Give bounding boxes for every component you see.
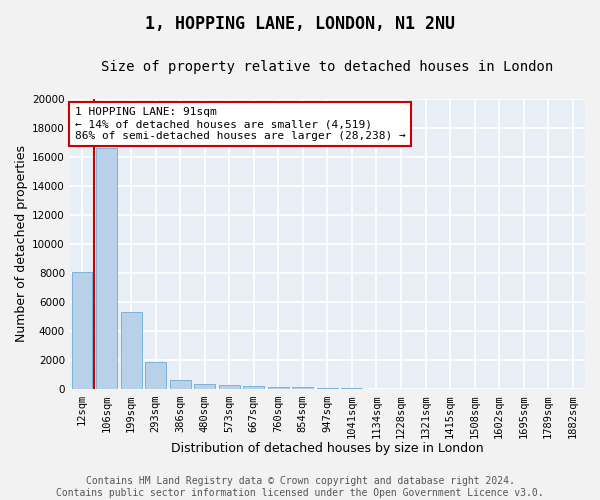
Bar: [244, 386, 264, 389]
Bar: [145, 362, 166, 389]
Bar: [219, 385, 239, 389]
Bar: [194, 384, 215, 389]
Bar: [366, 388, 387, 389]
Bar: [121, 312, 142, 389]
Bar: [268, 387, 289, 389]
Bar: [71, 272, 92, 389]
Bar: [391, 388, 412, 389]
Text: 1 HOPPING LANE: 91sqm
← 14% of detached houses are smaller (4,519)
86% of semi-d: 1 HOPPING LANE: 91sqm ← 14% of detached …: [75, 108, 406, 140]
Text: Contains HM Land Registry data © Crown copyright and database right 2024.
Contai: Contains HM Land Registry data © Crown c…: [56, 476, 544, 498]
Y-axis label: Number of detached properties: Number of detached properties: [15, 146, 28, 342]
Title: Size of property relative to detached houses in London: Size of property relative to detached ho…: [101, 60, 554, 74]
Bar: [96, 148, 117, 389]
Bar: [170, 380, 191, 389]
Bar: [341, 388, 362, 389]
Bar: [317, 388, 338, 389]
X-axis label: Distribution of detached houses by size in London: Distribution of detached houses by size …: [171, 442, 484, 455]
Text: 1, HOPPING LANE, LONDON, N1 2NU: 1, HOPPING LANE, LONDON, N1 2NU: [145, 15, 455, 33]
Bar: [292, 388, 313, 389]
